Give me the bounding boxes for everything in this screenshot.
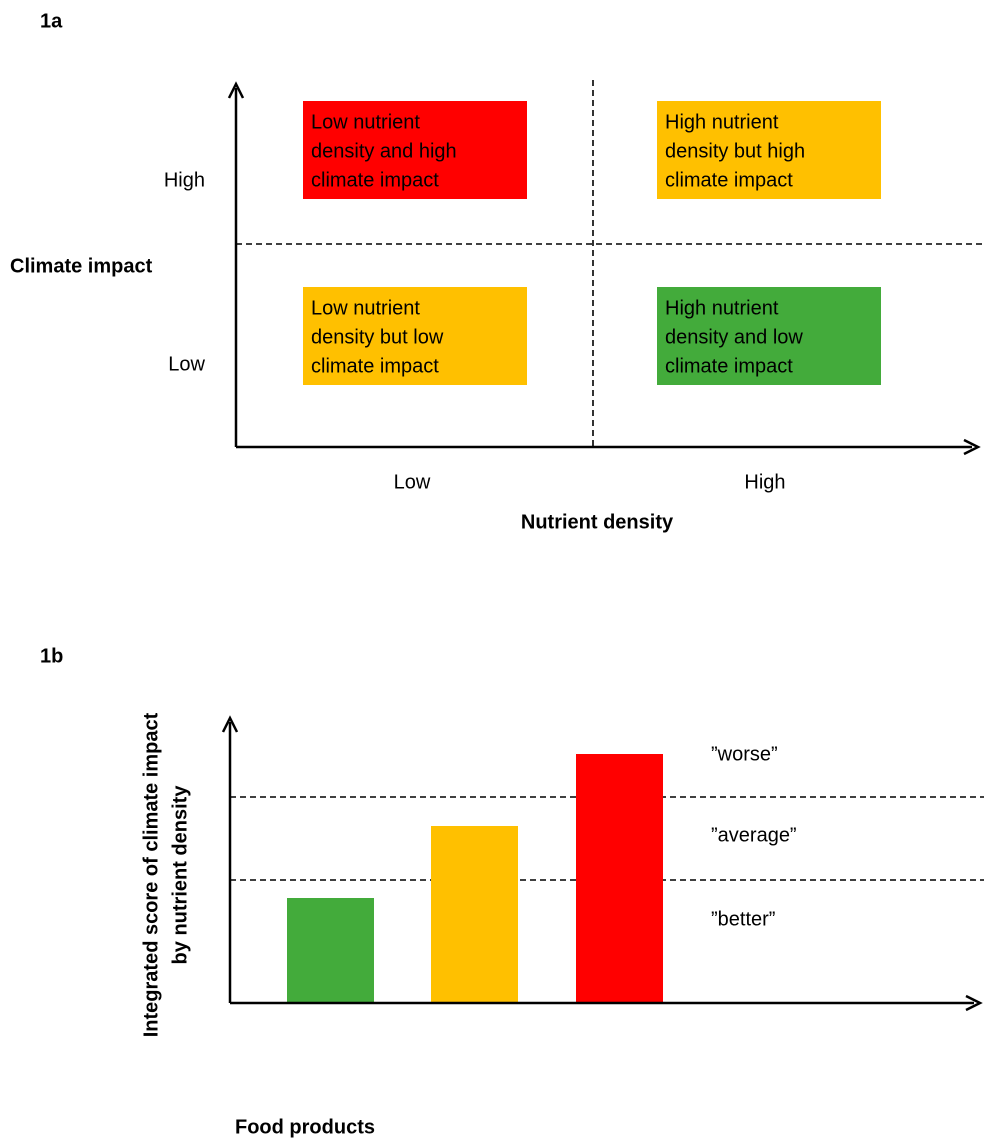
quadrant-text: density but low: [311, 326, 444, 348]
quadrant-box: [303, 287, 527, 385]
quadrant-text: Low nutrient: [311, 297, 420, 319]
zone-label: ”average”: [711, 824, 797, 846]
quadrant-text: climate impact: [665, 355, 793, 377]
panel-label: 1b: [40, 645, 63, 667]
quadrant-text: density but high: [665, 140, 805, 162]
x-label: High: [744, 471, 785, 493]
y-title: Climate impact: [10, 255, 153, 277]
quadrant-box: [657, 101, 881, 199]
quadrant-text: Low nutrient: [311, 111, 420, 133]
arrow: [227, 81, 245, 99]
y-label: Low: [168, 353, 205, 375]
zone-label: ”better”: [711, 908, 775, 930]
zone-label: ”worse”: [711, 743, 778, 765]
y-title: by nutrient density: [169, 785, 191, 965]
quadrant-text: climate impact: [665, 169, 793, 191]
quadrant-text: density and low: [665, 326, 803, 348]
panel-label: 1a: [40, 10, 63, 32]
y-label: High: [164, 169, 205, 191]
bar: [576, 754, 663, 1003]
arrow: [965, 994, 983, 1012]
quadrant-text: density and high: [311, 140, 457, 162]
quadrant-text: High nutrient: [665, 111, 779, 133]
quadrant-box: [303, 101, 527, 199]
y-title: Integrated score of climate impact: [140, 712, 162, 1037]
quadrant-text: climate impact: [311, 355, 439, 377]
quadrant-box: [657, 287, 881, 385]
arrow: [221, 715, 239, 733]
arrow: [963, 438, 981, 456]
bar: [431, 826, 518, 1003]
x-title: Food products: [235, 1116, 375, 1138]
quadrant-text: High nutrient: [665, 297, 779, 319]
quadrant-text: climate impact: [311, 169, 439, 191]
x-title: Nutrient density: [521, 511, 674, 533]
quadrant-texts: Low nutrient density and high climate impa…: [311, 111, 805, 377]
bar: [287, 898, 374, 1003]
x-label: Low: [394, 471, 431, 493]
